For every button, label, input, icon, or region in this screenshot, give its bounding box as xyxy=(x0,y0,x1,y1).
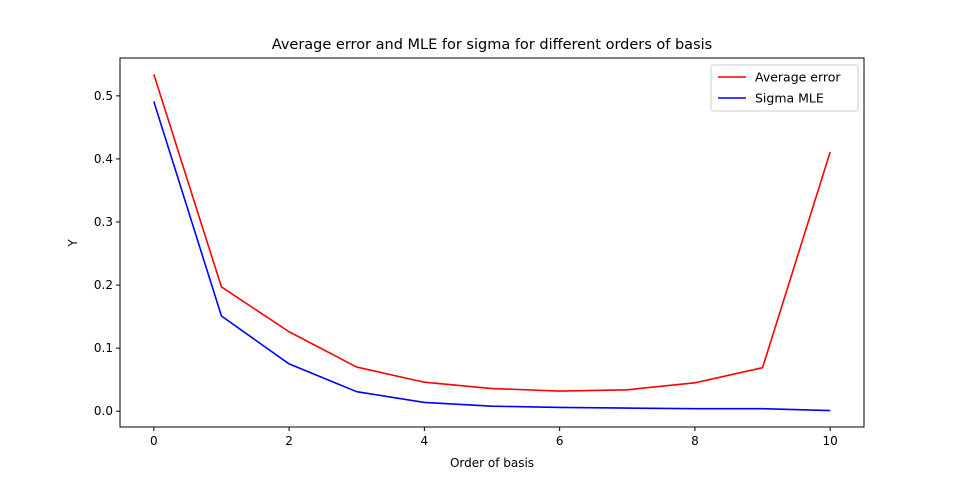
y-tick-label: 0.2 xyxy=(94,278,113,292)
x-tick-label: 6 xyxy=(556,434,564,448)
y-tick-label: 0.0 xyxy=(94,404,113,418)
y-tick-label: 0.1 xyxy=(94,341,113,355)
plot-area xyxy=(153,74,831,412)
x-tick-label: 4 xyxy=(421,434,429,448)
series-line-0 xyxy=(153,74,831,392)
series-line-1 xyxy=(153,101,831,412)
x-axis-label: Order of basis xyxy=(450,456,534,470)
x-tick-label: 2 xyxy=(285,434,293,448)
x-axis: 0 2 4 6 8 10 xyxy=(150,427,838,448)
legend-label-0: Average error xyxy=(755,70,841,85)
y-axis: 0.0 0.1 0.2 0.3 0.4 0.5 xyxy=(94,89,120,418)
x-tick-label: 10 xyxy=(823,434,838,448)
y-tick-label: 0.3 xyxy=(94,215,113,229)
legend-label-1: Sigma MLE xyxy=(755,91,824,106)
chart-title: Average error and MLE for sigma for diff… xyxy=(272,37,712,53)
y-tick-label: 0.5 xyxy=(94,89,113,103)
legend: Average error Sigma MLE xyxy=(710,64,859,112)
y-tick-label: 0.4 xyxy=(94,152,113,166)
plot-frame xyxy=(119,57,865,428)
x-tick-label: 8 xyxy=(691,434,699,448)
x-tick-label: 0 xyxy=(150,434,158,448)
y-axis-label: Y xyxy=(66,239,80,248)
legend-box xyxy=(710,64,859,112)
